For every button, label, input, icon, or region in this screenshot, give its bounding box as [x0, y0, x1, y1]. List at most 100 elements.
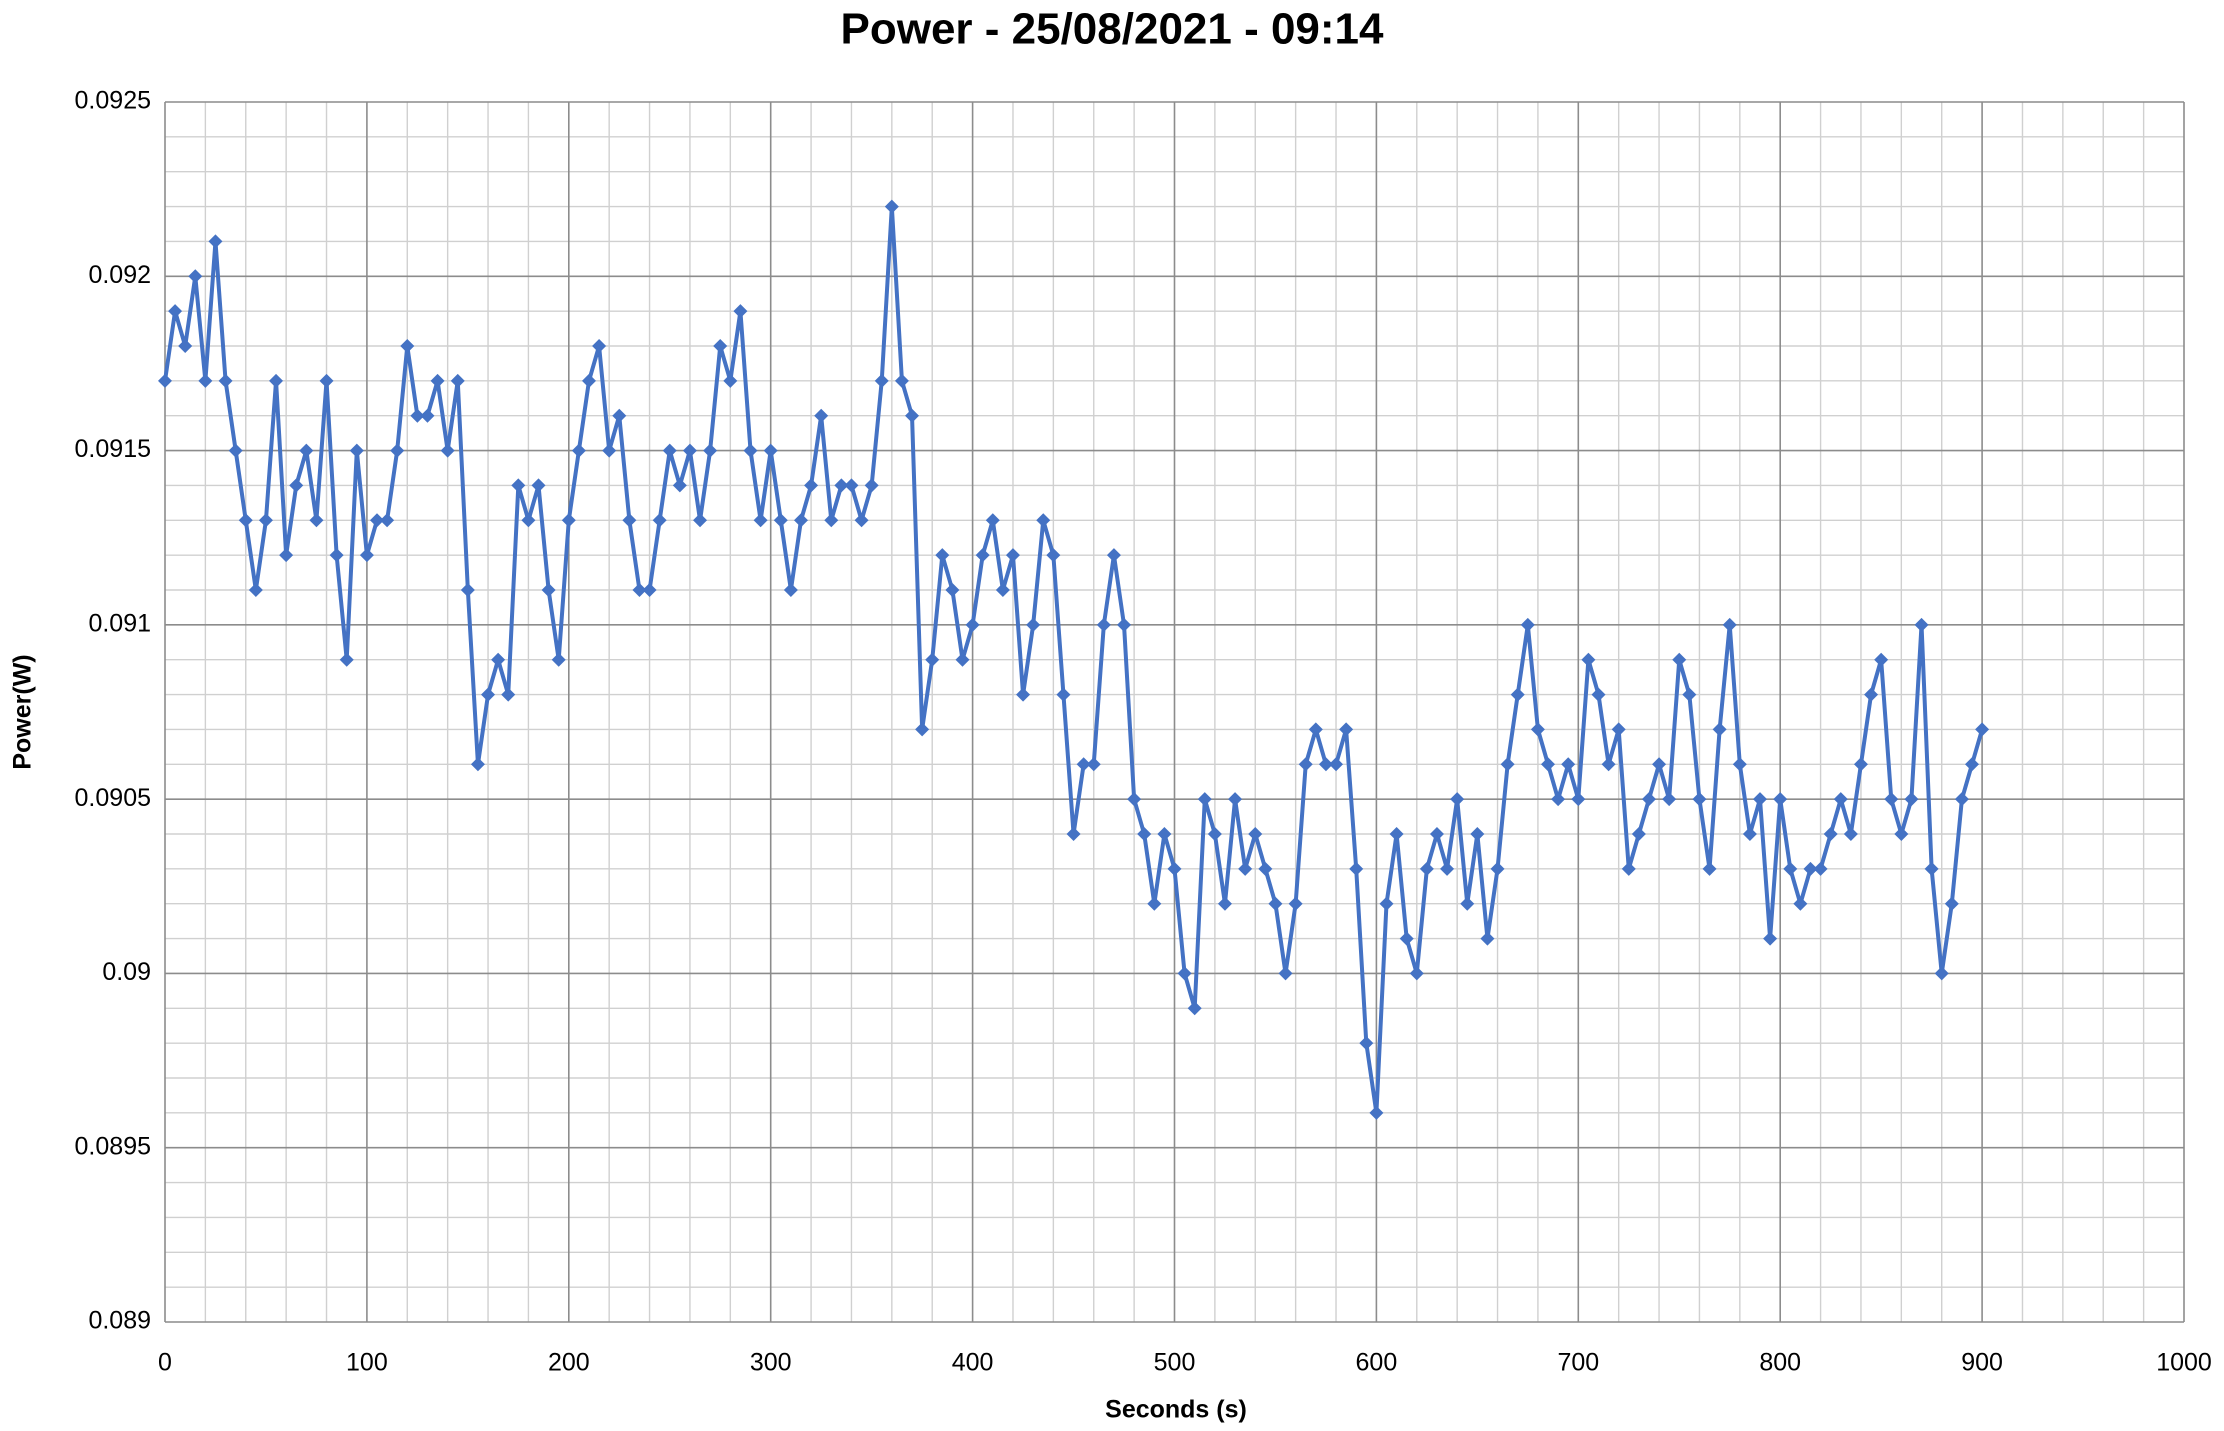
data-marker: [359, 548, 374, 563]
data-marker: [1591, 687, 1606, 702]
data-marker: [470, 757, 485, 772]
y-tick-label: 0.0905: [75, 784, 151, 812]
data-marker: [672, 478, 687, 493]
x-tick-label: 500: [1154, 1349, 1196, 1377]
data-marker: [501, 687, 516, 702]
data-marker: [1510, 687, 1525, 702]
data-marker: [1864, 687, 1879, 702]
data-marker: [481, 687, 496, 702]
data-marker: [602, 443, 617, 458]
data-marker: [1894, 827, 1909, 841]
data-marker: [1016, 687, 1031, 702]
data-marker: [309, 513, 324, 528]
data-marker: [279, 548, 294, 563]
data-marker: [238, 513, 253, 528]
data-marker: [1147, 896, 1162, 911]
data-marker: [965, 617, 980, 632]
y-tick-label: 0.0895: [75, 1132, 151, 1160]
data-marker: [1712, 722, 1727, 737]
data-marker: [1571, 792, 1586, 807]
data-marker: [1662, 792, 1677, 807]
x-tick-label: 400: [952, 1349, 994, 1377]
data-marker: [1742, 827, 1757, 841]
data-marker: [1904, 792, 1919, 807]
data-marker: [1046, 548, 1061, 563]
data-marker: [743, 443, 758, 458]
data-marker: [1490, 861, 1505, 876]
y-tick-label: 0.091: [88, 609, 151, 637]
data-marker: [1944, 896, 1959, 911]
data-marker: [491, 652, 506, 667]
data-marker: [1732, 757, 1747, 772]
data-marker: [894, 373, 909, 388]
data-marker: [561, 513, 576, 528]
data-marker: [884, 199, 899, 214]
data-marker: [905, 408, 920, 423]
y-tick-label: 0.0925: [75, 87, 151, 115]
data-marker: [1419, 861, 1434, 876]
data-marker: [258, 513, 273, 528]
data-marker: [1278, 966, 1293, 981]
y-axis-title: Power(W): [9, 654, 37, 769]
data-marker: [1611, 722, 1626, 737]
data-marker: [1934, 966, 1949, 981]
data-marker: [955, 652, 970, 667]
data-marker: [1843, 827, 1858, 841]
plot-area: [158, 199, 1990, 1120]
data-marker: [218, 373, 233, 388]
data-marker: [1924, 861, 1939, 876]
x-axis-title: Seconds (s): [1105, 1396, 1247, 1424]
data-marker: [460, 583, 475, 597]
data-marker: [945, 583, 960, 597]
data-marker: [1773, 792, 1788, 807]
data-marker: [1066, 827, 1081, 841]
x-tick-label: 300: [750, 1349, 792, 1377]
data-marker: [773, 513, 788, 528]
data-marker: [1217, 896, 1232, 911]
data-marker: [1318, 757, 1333, 772]
data-marker: [804, 478, 819, 493]
data-marker: [1258, 861, 1273, 876]
data-marker: [793, 513, 808, 528]
x-tick-label: 200: [548, 1349, 590, 1377]
data-marker: [1248, 827, 1263, 841]
data-marker: [1187, 1001, 1202, 1016]
data-marker: [713, 339, 728, 353]
data-marker: [1167, 861, 1182, 876]
data-marker: [208, 234, 223, 249]
data-marker: [1308, 722, 1323, 737]
data-marker: [1702, 861, 1717, 876]
data-marker: [935, 548, 950, 563]
data-marker: [581, 373, 596, 388]
data-marker: [824, 513, 839, 528]
y-tick-label: 0.09: [102, 958, 151, 986]
data-marker: [511, 478, 526, 493]
data-marker: [450, 373, 465, 388]
data-marker: [551, 652, 566, 667]
data-marker: [1954, 792, 1969, 807]
data-marker: [1086, 757, 1101, 772]
data-marker: [733, 304, 748, 319]
x-tick-label: 700: [1557, 1349, 1599, 1377]
data-marker: [995, 583, 1010, 597]
data-marker: [1137, 827, 1152, 841]
data-marker: [1399, 931, 1414, 946]
data-marker: [390, 443, 405, 458]
data-marker: [1581, 652, 1596, 667]
data-marker: [1601, 757, 1616, 772]
data-marker: [1793, 896, 1808, 911]
data-marker: [682, 443, 697, 458]
data-marker: [662, 443, 677, 458]
data-marker: [571, 443, 586, 458]
data-marker: [339, 652, 354, 667]
data-marker: [1197, 792, 1212, 807]
data-marker: [188, 269, 203, 284]
data-marker: [420, 408, 435, 423]
x-tick-label: 0: [158, 1349, 172, 1377]
data-marker: [1561, 757, 1576, 772]
data-marker: [349, 443, 364, 458]
x-tick-label: 1000: [2156, 1349, 2212, 1377]
data-marker: [1349, 861, 1364, 876]
